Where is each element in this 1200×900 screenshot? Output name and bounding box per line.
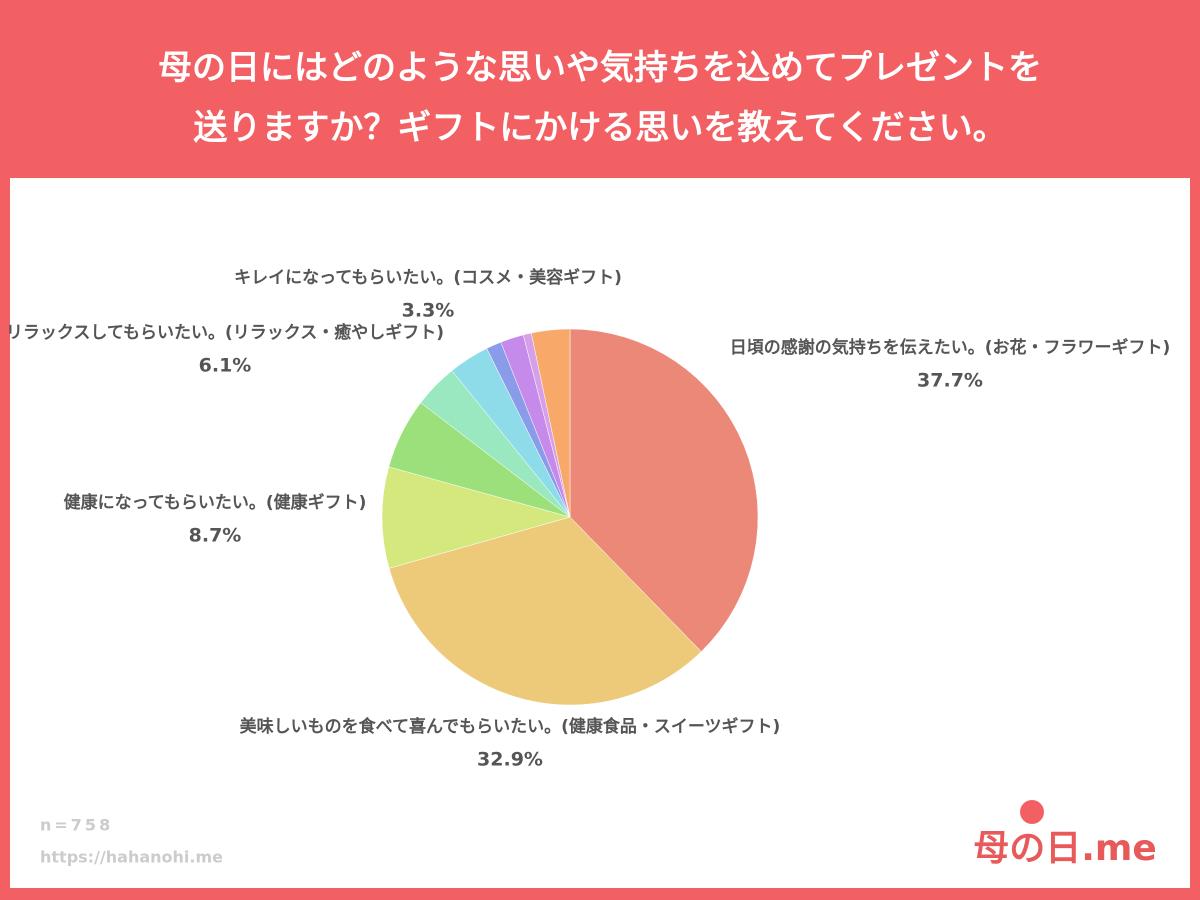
slice-label: キレイになってもらいたい。(コスメ・美容ギフト) <box>234 267 622 288</box>
pie-slice <box>388 516 702 706</box>
slice-label: 健康になってもらいたい。(健康ギフト) <box>64 492 367 513</box>
slice-label: リラックスしてもらいたい。(リラックス・癒やしギフト) <box>6 322 444 343</box>
sample-size: n=758 <box>40 816 113 835</box>
slice-label: 日頃の感謝の気持ちを伝えたい。(お花・フラワーギフト) <box>730 337 1171 358</box>
title-line: 送りますか？ギフトにかける思いを教えてください。 <box>193 108 1007 148</box>
source: https://hahanohi.me <box>40 848 223 867</box>
value-label: 37.7% <box>917 370 983 392</box>
value-label: 8.7% <box>189 525 242 547</box>
pie-slice <box>381 466 571 569</box>
pie-slice <box>531 328 571 518</box>
logo-flower <box>1020 800 1044 824</box>
value-label: 3.3% <box>402 300 455 322</box>
slice-label: 美味しいものを食べて喜んでもらいたい。(健康食品・スイーツギフト) <box>240 716 781 737</box>
value-label: 32.9% <box>477 749 543 771</box>
title-line: 母の日にはどのような思いや気持ちを込めてプレゼントを <box>158 48 1042 88</box>
pie-slice <box>569 328 759 652</box>
value-label: 6.1% <box>199 355 252 377</box>
logo: 母の日.me <box>973 828 1157 869</box>
